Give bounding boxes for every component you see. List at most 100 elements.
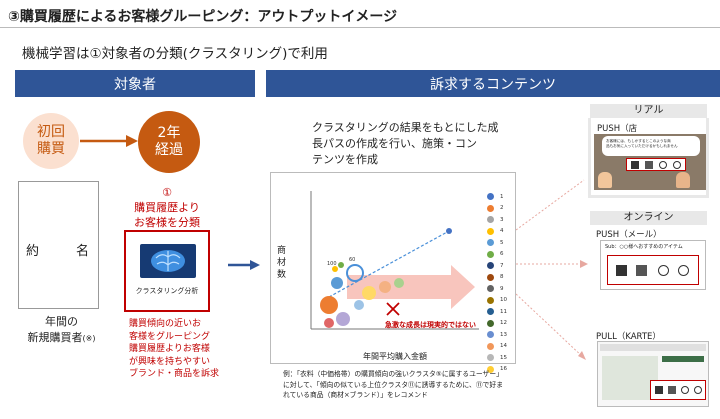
legend-label: 12 [500, 320, 507, 327]
new-buyers-line2: 新規購買者 [27, 331, 83, 344]
example-line1: 例：「衣料（中価格帯）の購買傾向の強いクラスタ⑤に属するユーザー」 [283, 370, 503, 378]
legend-label: 2 [500, 205, 504, 212]
cluster-legend: 1 2 3 4 5 6 7 8 9 10 11 12 13 14 15 16 [487, 191, 507, 375]
staff-icon [598, 172, 612, 188]
chart-xlabel: 年間平均購入金額 [363, 352, 427, 361]
chart-heading-line3: テンツを作成 [312, 153, 378, 166]
cluster-bubble [331, 277, 343, 289]
legend-item: 3 [487, 214, 507, 226]
example-text: 例：「衣料（中価格帯）の購買傾向の強いクラスタ⑤に属するユーザー」 に対して、「… [283, 369, 583, 401]
legend-item: 12 [487, 318, 507, 330]
new-buyers-line1: 年間の [45, 315, 78, 328]
buyer-count-box: 約 名 [18, 181, 99, 309]
stage-first-line2: 購買 [37, 141, 65, 157]
legend-label: 15 [500, 354, 507, 361]
cluster-bubble-outline [346, 264, 364, 282]
jacket-icon [636, 265, 647, 276]
stage-first-purchase: 初回 購買 [23, 113, 79, 169]
legend-swatch [487, 354, 494, 362]
recommend-items [626, 158, 686, 171]
classify-line1: ① [162, 186, 172, 199]
push-mail-label: PUSH（メール） [596, 230, 662, 240]
count-suffix: 名 [76, 244, 90, 259]
target-header: 対象者 [15, 70, 255, 97]
grouping-line2: 客様をグルーピング [129, 331, 211, 342]
grouping-line3: 購買履歴よりお客様 [129, 344, 210, 354]
legend-label: 4 [500, 228, 504, 235]
legend-swatch [487, 193, 494, 201]
channel-connectors [516, 179, 588, 360]
legend-swatch [487, 296, 494, 304]
content-header: 訴求するコンテンツ [266, 70, 720, 97]
cluster-bubble [324, 318, 334, 328]
legend-label: 9 [500, 285, 504, 292]
legend-swatch [487, 227, 494, 235]
cluster-plot: 100 60 急激な成長は現実的ではない [310, 191, 479, 330]
legend-swatch [487, 204, 494, 212]
classify-line3: お客様を分類 [134, 216, 200, 229]
store-photo: お客様には、もしかするとこのような商 品もお気に入っていただけるかもしれません [594, 134, 706, 190]
shirt-icon [631, 161, 639, 169]
legend-item: 6 [487, 249, 507, 261]
karte-recommend-items [650, 380, 706, 400]
real-panel: PUSH（店 お客様には、もしかするとこのような商 品もお気に入っていただけるか… [588, 118, 709, 198]
cluster-bubble [446, 228, 452, 234]
legend-label: 16 [500, 366, 507, 373]
legend-label: 13 [500, 331, 507, 338]
cluster-bubble [332, 266, 338, 272]
shirt-icon [655, 386, 663, 394]
grouping-description: 購買傾向の近いお 客様をグルーピング 購買履歴よりお客様 が興味を持ちやすい ブ… [129, 318, 224, 381]
legend-item: 8 [487, 272, 507, 284]
mail-subject: Sub：○○様へおすすめのアイテム [605, 244, 683, 250]
legend-item: 14 [487, 341, 507, 353]
stage-two-years: 2年 経過 [138, 111, 200, 173]
stage-arrow [80, 135, 138, 147]
chart-ylabel: 商 材 数 [277, 245, 286, 281]
new-buyers-note: (※) [82, 334, 96, 343]
bubble-line1: お客様には、もしかするとこのような商 [606, 139, 671, 143]
legend-swatch [487, 250, 494, 258]
cluster-bubble [354, 300, 364, 310]
grouping-line4: が興味を持ちやすい [129, 356, 211, 367]
shirt-icon [616, 265, 627, 276]
legend-item: 10 [487, 295, 507, 307]
legend-swatch [487, 331, 494, 339]
jacket-icon [645, 161, 653, 169]
legend-swatch [487, 308, 494, 316]
trend-line [328, 230, 450, 298]
clustering-box: クラスタリング分析 [124, 230, 210, 312]
online-header: オンライン [590, 211, 707, 225]
stage-second-line2: 経過 [155, 142, 183, 158]
legend-swatch [487, 262, 494, 270]
brain-icon [140, 244, 196, 278]
page-title: ③購買履歴によるお客様グルーピング：アウトプットイメージ [8, 9, 398, 25]
legend-swatch [487, 285, 494, 293]
point-label-60: 60 [349, 257, 355, 263]
cluster-bubble [336, 312, 350, 326]
legend-swatch [487, 365, 494, 373]
legend-label: 7 [500, 262, 504, 269]
customer-icon [676, 172, 690, 188]
mail-recommend-items [607, 255, 699, 285]
grouping-line5: ブランド・商品を訴求 [129, 369, 220, 379]
bag-icon [658, 265, 669, 276]
legend-swatch [487, 319, 494, 327]
ring-icon [678, 265, 689, 276]
product-photo [602, 356, 658, 400]
ring-icon [694, 386, 702, 394]
legend-swatch [487, 273, 494, 281]
chart-heading: クラスタリングの結果をもとにした成 長パスの作成を行い、施策・コン テンツを作成 [312, 120, 512, 168]
example-line2: に対して、「傾向の似ている上位クラスタ⑪に誘導するために、⑪で好ま [283, 380, 504, 389]
speech-bubble: お客様には、もしかするとこのような商 品もお気に入っていただけるかもしれません [602, 136, 700, 156]
clustering-label: クラスタリング分析 [135, 287, 199, 295]
grouping-line1: 購買傾向の近いお [129, 319, 202, 329]
browser-bar [600, 344, 706, 351]
real-push-label: PUSH（店 [597, 124, 638, 134]
chart-heading-line1: クラスタリングの結果をもとにした成 [312, 121, 499, 134]
legend-item: 7 [487, 260, 507, 272]
bubble-line2: 品もお気に入っていただけるかもしれません [606, 144, 678, 148]
classify-caption: ① 購買履歴より お客様を分類 [123, 185, 211, 230]
stage-second-line1: 2年 [157, 125, 181, 141]
growth-path-arrow [347, 265, 475, 309]
title-divider [0, 27, 720, 28]
